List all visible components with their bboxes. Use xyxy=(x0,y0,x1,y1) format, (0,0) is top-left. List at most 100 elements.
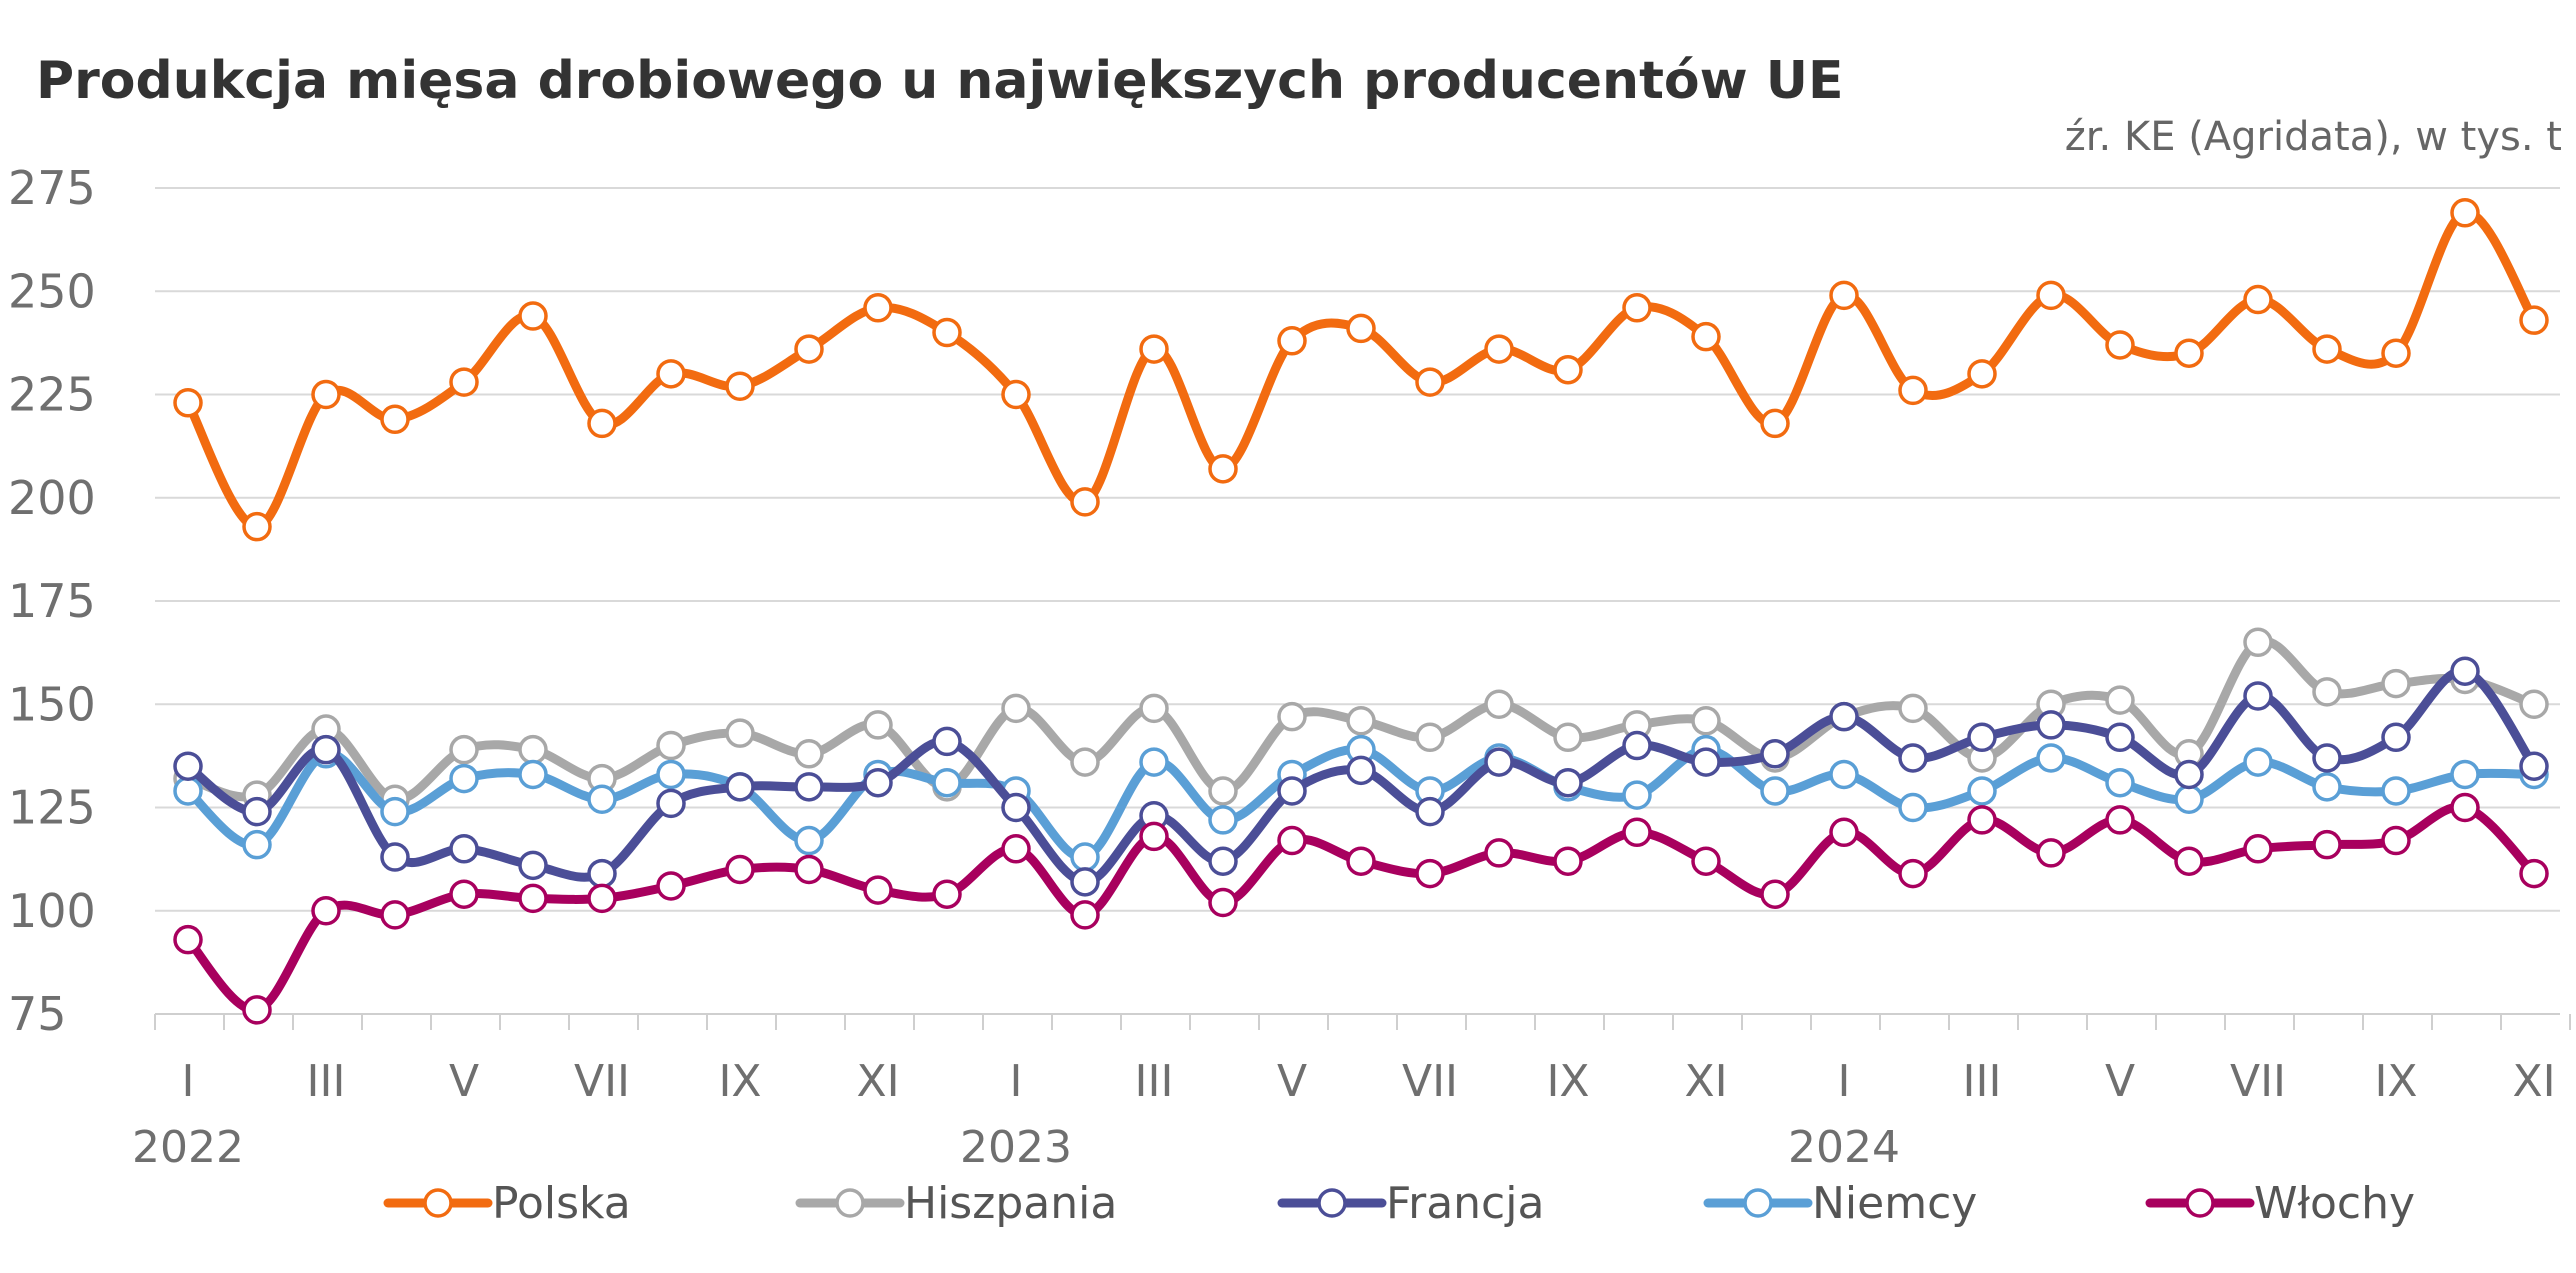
data-point-w-ochy xyxy=(1829,817,1859,848)
data-point-w-ochy xyxy=(2174,846,2204,876)
data-point-w-ochy xyxy=(1967,805,1997,835)
data-point-niemcy xyxy=(1208,805,1238,835)
data-point-hiszpania xyxy=(518,734,548,765)
data-point-w-ochy xyxy=(2312,829,2342,860)
x-axis: I III V VII IX XI I III V VII IX XI I III V VII IX XI2022… xyxy=(132,1013,2571,1173)
data-point-francja xyxy=(2519,751,2549,781)
data-point-polska xyxy=(2243,284,2273,315)
y-tick-label: 200 xyxy=(8,471,96,525)
x-tick-label: XI xyxy=(856,1056,899,1107)
x-year-label: 2024 xyxy=(1788,1122,1900,1173)
data-point-francja xyxy=(1070,867,1100,897)
x-tick-label: IX xyxy=(1546,1056,1589,1107)
x-tick-label: V xyxy=(449,1056,479,1107)
data-point-w-ochy xyxy=(794,854,824,885)
data-point-polska xyxy=(1139,334,1169,364)
data-point-francja xyxy=(1829,701,1859,732)
data-point-polska xyxy=(1553,354,1583,385)
chart-title: Produkcja mięsa drobiowego u największyc… xyxy=(36,51,1844,111)
legend-item-niemcy: Niemcy xyxy=(1703,1178,1977,1229)
data-point-francja xyxy=(1484,747,1514,777)
data-point-w-ochy xyxy=(2105,805,2135,835)
legend-marker xyxy=(1743,1188,1773,1218)
data-point-francja xyxy=(173,751,203,781)
data-point-francja xyxy=(2243,681,2273,711)
data-point-hiszpania xyxy=(1691,706,1721,736)
data-point-polska xyxy=(1346,313,1376,344)
data-point-francja xyxy=(2312,743,2342,773)
data-point-polska xyxy=(587,408,617,439)
data-point-francja xyxy=(311,734,341,765)
data-point-francja xyxy=(725,772,755,802)
data-point-polska xyxy=(2105,330,2135,360)
data-point-niemcy xyxy=(242,829,272,860)
data-point-polska xyxy=(1277,326,1307,356)
data-point-w-ochy xyxy=(1139,821,1169,852)
data-point-niemcy xyxy=(518,759,548,790)
data-point-w-ochy xyxy=(863,875,893,905)
series-line-polska xyxy=(183,208,2539,532)
x-tick-label: XI xyxy=(1684,1056,1727,1107)
data-point-niemcy xyxy=(173,776,203,806)
data-point-polska xyxy=(1760,408,1790,439)
x-tick-label: III xyxy=(1963,1056,2002,1107)
data-point-w-ochy xyxy=(518,883,548,914)
x-tick-label: III xyxy=(1135,1056,1174,1107)
data-point-polska xyxy=(2450,198,2480,228)
data-point-francja xyxy=(1967,722,1997,753)
data-point-polska xyxy=(1484,334,1514,364)
data-point-polska xyxy=(1829,280,1859,311)
data-point-w-ochy xyxy=(932,879,962,909)
data-point-francja xyxy=(2450,656,2480,686)
data-point-w-ochy xyxy=(173,924,203,955)
data-point-polska xyxy=(380,404,410,435)
legend-label: Włochy xyxy=(2254,1178,2415,1229)
data-point-hiszpania xyxy=(1277,701,1307,732)
data-point-hiszpania xyxy=(1001,693,1031,724)
data-point-w-ochy xyxy=(449,879,479,909)
y-tick-label: 275 xyxy=(8,161,96,215)
y-tick-label: 175 xyxy=(8,574,96,628)
data-point-francja xyxy=(932,726,962,757)
legend-item-polska: Polska xyxy=(383,1178,631,1229)
data-point-w-ochy xyxy=(2519,858,2549,889)
data-point-hiszpania xyxy=(1070,747,1100,777)
x-tick-label: I xyxy=(1010,1056,1023,1107)
data-point-polska xyxy=(1415,367,1445,397)
data-point-francja xyxy=(1277,776,1307,806)
data-point-niemcy xyxy=(2450,759,2480,790)
data-point-w-ochy xyxy=(2450,792,2480,823)
y-tick-label: 125 xyxy=(8,781,96,835)
x-tick-label: IX xyxy=(2374,1056,2417,1107)
data-point-hiszpania xyxy=(1898,693,1928,724)
data-point-niemcy xyxy=(1829,759,1859,790)
data-point-niemcy xyxy=(587,784,617,814)
data-point-w-ochy xyxy=(1553,846,1583,876)
y-tick-label: 250 xyxy=(8,264,96,318)
data-point-polska xyxy=(2174,338,2204,368)
data-point-w-ochy xyxy=(587,883,617,914)
data-point-niemcy xyxy=(2243,747,2273,777)
data-point-francja xyxy=(242,796,272,827)
data-point-w-ochy xyxy=(1898,858,1928,889)
data-point-francja xyxy=(794,772,824,802)
x-tick-label: IX xyxy=(718,1056,761,1107)
data-point-w-ochy xyxy=(1346,846,1376,876)
gridlines xyxy=(155,187,2560,1015)
x-tick-label: VII xyxy=(2230,1056,2286,1107)
data-point-niemcy xyxy=(932,767,962,798)
data-point-hiszpania xyxy=(1139,693,1169,724)
data-point-polska xyxy=(1622,293,1652,323)
data-point-francja xyxy=(1001,792,1031,823)
data-point-polska xyxy=(656,359,686,389)
x-tick-label: I xyxy=(1838,1056,1851,1107)
x-tick-label: I xyxy=(182,1056,195,1107)
data-point-francja xyxy=(518,850,548,881)
data-point-polska xyxy=(2519,305,2549,335)
data-point-w-ochy xyxy=(656,871,686,901)
data-point-hiszpania xyxy=(2105,685,2135,715)
data-point-hiszpania xyxy=(2381,668,2411,699)
x-tick-label: V xyxy=(2105,1056,2135,1107)
y-tick-label: 100 xyxy=(8,884,96,938)
